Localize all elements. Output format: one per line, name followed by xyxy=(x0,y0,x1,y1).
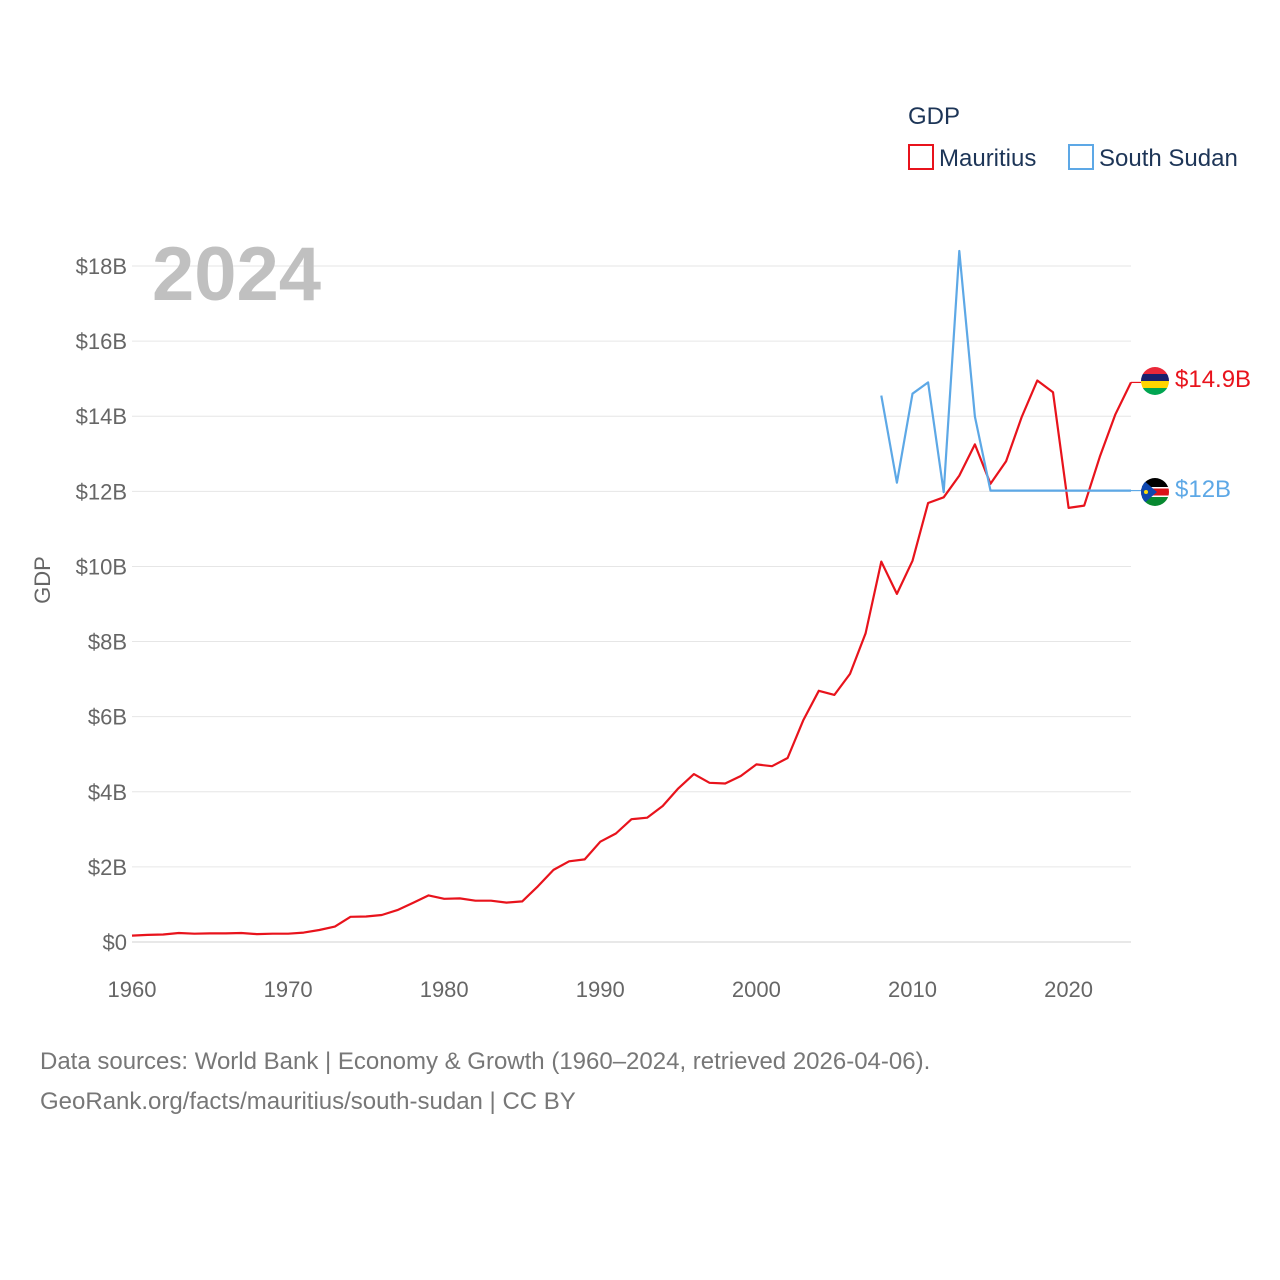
y-tick-label: $2B xyxy=(88,855,127,880)
x-tick-label: 1990 xyxy=(576,977,625,1002)
y-tick-label: $6B xyxy=(88,705,127,730)
x-axis-ticks: 1960 1970 1980 1990 2000 2010 2020 xyxy=(108,977,1094,1002)
mauritius-flag-icon xyxy=(1141,367,1169,395)
legend[interactable]: GDP Mauritius South Sudan xyxy=(908,103,1238,172)
series-line-mauritius[interactable] xyxy=(131,379,1132,937)
y-tick-label: $14B xyxy=(76,404,127,429)
x-tick-label: 1980 xyxy=(420,977,469,1002)
x-tick-label: 1960 xyxy=(108,977,157,1002)
series-lines xyxy=(131,249,1132,937)
y-tick-label: $4B xyxy=(88,780,127,805)
x-tick-label: 1970 xyxy=(264,977,313,1002)
x-tick-label: 2010 xyxy=(888,977,937,1002)
end-label-mauritius: $14.9B xyxy=(1175,366,1251,393)
legend-label-south-sudan: South Sudan xyxy=(1099,145,1238,172)
south-sudan-flag-icon xyxy=(1141,478,1169,506)
x-tick-label: 2020 xyxy=(1044,977,1093,1002)
legend-item-south-sudan[interactable]: South Sudan xyxy=(1068,144,1238,172)
y-tick-label: $18B xyxy=(76,254,127,279)
source-note: Data sources: World Bank | Economy & Gro… xyxy=(40,1042,930,1122)
y-axis-label: GDP xyxy=(30,556,55,604)
source-line-2[interactable]: GeoRank.org/facts/mauritius/south-sudan … xyxy=(40,1088,576,1115)
year-label: 2024 xyxy=(152,232,321,317)
y-axis-ticks: $0 $2B $4B $6B $8B $10B $12B $14B $16B $18B xyxy=(76,254,127,955)
end-label-south-sudan: $12B xyxy=(1175,476,1231,503)
legend-title: GDP xyxy=(908,103,960,130)
source-line-1: Data sources: World Bank | Economy & Gro… xyxy=(40,1048,931,1075)
end-markers xyxy=(1131,381,1141,492)
y-tick-label: $0 xyxy=(103,930,127,955)
series-line-south-sudan[interactable] xyxy=(880,249,1131,494)
legend-swatch-south-sudan xyxy=(1068,144,1094,170)
y-tick-label: $8B xyxy=(88,630,127,655)
x-tick-label: 2000 xyxy=(732,977,781,1002)
legend-item-mauritius[interactable]: Mauritius xyxy=(908,144,1036,172)
legend-swatch-mauritius xyxy=(908,144,934,170)
y-tick-label: $10B xyxy=(76,554,127,579)
y-tick-label: $16B xyxy=(76,329,127,354)
legend-label-mauritius: Mauritius xyxy=(939,145,1036,172)
y-tick-label: $12B xyxy=(76,479,127,504)
grid-lines xyxy=(132,265,1131,943)
